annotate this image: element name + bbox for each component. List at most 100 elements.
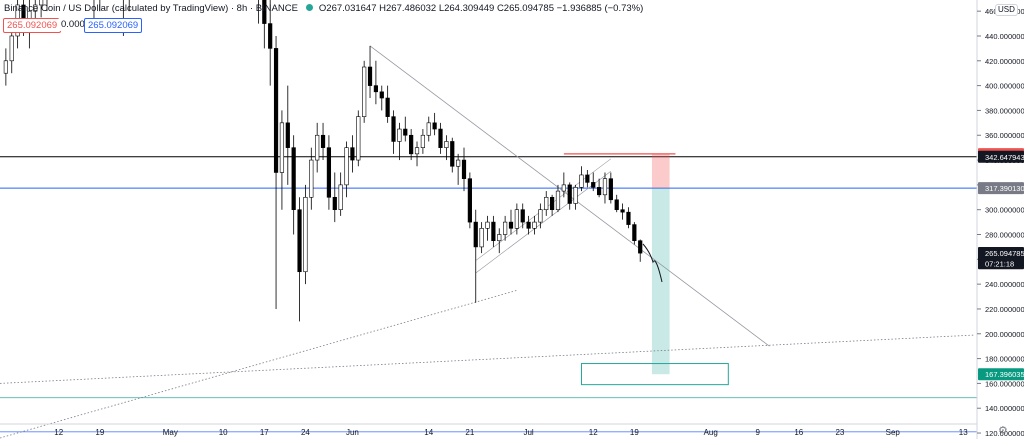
- candle-body: [585, 174, 590, 183]
- time-tick-label: 12: [54, 428, 63, 437]
- candle-body: [514, 209, 519, 229]
- time-tick-label: 9: [755, 428, 760, 437]
- sell-price-button[interactable]: 265.092069: [3, 18, 62, 33]
- time-tick-label: Aug: [704, 428, 718, 437]
- candle-body: [426, 122, 431, 136]
- time-tick-label: Jul: [523, 428, 533, 437]
- price-tick-label: 380.000000: [985, 106, 1024, 115]
- candle-body: [3, 60, 8, 74]
- price-label-text: 317.390130: [985, 184, 1024, 193]
- candle-body: [344, 147, 349, 186]
- stop-loss-zone[interactable]: [651, 154, 670, 189]
- price-axis-labels: 344.766944342.647943317.390130265.094785…: [978, 148, 1024, 381]
- candle-body: [638, 240, 643, 254]
- price-tick-label: 120.000000: [985, 429, 1024, 438]
- candle-body: [532, 221, 537, 229]
- time-tick-label: 14: [424, 428, 433, 437]
- candle-body: [450, 141, 455, 167]
- drawings-layer[interactable]: [0, 45, 977, 439]
- price-label-badge: [978, 182, 1024, 195]
- candle-body: [544, 196, 549, 210]
- candle-body: [409, 134, 414, 155]
- candle-body: [291, 147, 296, 210]
- candle-body: [596, 187, 602, 196]
- price-tick-label: 300.000000: [985, 206, 1024, 215]
- candles-layer: [3, 0, 643, 322]
- price-tick-label: 420.000000: [985, 57, 1024, 66]
- time-tick-label: 13: [959, 428, 968, 437]
- candle-body: [632, 224, 637, 242]
- time-tick-label: Sep: [886, 428, 901, 437]
- candle-body: [591, 182, 596, 188]
- candle-body: [567, 184, 572, 204]
- price-label-text: 342.647943: [985, 153, 1024, 162]
- candle-body: [391, 116, 396, 142]
- candle-body: [520, 209, 525, 223]
- candle-body: [303, 196, 308, 273]
- time-tick-label: 17: [260, 428, 269, 437]
- time-tick-label: 19: [630, 428, 639, 437]
- candle-body: [467, 178, 472, 223]
- time-tick-label: May: [163, 428, 178, 437]
- candle-body: [508, 221, 514, 229]
- candle-body: [338, 184, 343, 210]
- price-label-badge: [978, 368, 1024, 381]
- candle-body: [456, 159, 461, 167]
- buy-price-button[interactable]: 265.092069: [84, 18, 143, 33]
- time-tick-label: 24: [301, 428, 310, 437]
- candle-body: [620, 209, 625, 213]
- target-rectangle[interactable]: [580, 363, 729, 386]
- time-axis[interactable]: 12 19 May 10 17 24 Jun 14 21 Jul 12 19 Aug 9 16 23 Sep 13: [54, 428, 968, 437]
- time-tick-label: 23: [835, 428, 844, 437]
- time-tick-label: Jun: [346, 428, 359, 437]
- candle-body: [320, 134, 326, 148]
- time-tick-label: 16: [794, 428, 803, 437]
- candle-body: [626, 211, 631, 225]
- price-tick-label: 180.000000: [985, 355, 1024, 364]
- time-tick-label: 21: [465, 428, 474, 437]
- price-tick-label: 220.000000: [985, 305, 1024, 314]
- candle-body: [309, 159, 314, 198]
- price-tick-label: 400.000000: [985, 82, 1024, 91]
- price-label-badge: [978, 247, 1024, 260]
- candle-body: [444, 141, 449, 148]
- candle-body: [268, 23, 273, 49]
- chart-legend: Binance Coin / US Dollar (calculated by …: [4, 3, 643, 14]
- candle-body: [473, 221, 478, 248]
- candle-body: [561, 184, 566, 192]
- candle-body: [432, 122, 437, 130]
- profit-target-zone[interactable]: [651, 188, 670, 375]
- candle-body: [273, 48, 279, 173]
- candle-body: [297, 209, 302, 273]
- projected-path: [642, 243, 663, 283]
- price-label-text: 167.396035: [985, 370, 1024, 379]
- candle-body: [403, 128, 408, 136]
- candle-body: [350, 147, 355, 161]
- currency-selector[interactable]: USD: [995, 4, 1018, 16]
- symbol-title[interactable]: Binance Coin / US Dollar (calculated by …: [4, 3, 298, 14]
- time-tick-label: 12: [589, 428, 598, 437]
- candle-body: [608, 178, 613, 201]
- ohlc-values: O267.031647 H267.486032 L264.309449 C265…: [318, 3, 644, 14]
- candle-body: [538, 209, 543, 223]
- settings-gear-icon[interactable]: ⚙: [998, 425, 1008, 437]
- candle-body: [550, 196, 555, 210]
- time-tick-label: 10: [219, 428, 228, 437]
- price-tick-label: 360.000000: [985, 131, 1024, 140]
- channel-line[interactable]: [475, 170, 612, 274]
- market-status-icon: [305, 4, 313, 11]
- candle-body: [485, 221, 490, 229]
- candle-body: [262, 0, 267, 24]
- candle-body: [367, 66, 373, 86]
- candle-body: [555, 190, 561, 210]
- candle-body: [385, 97, 390, 117]
- candle-body: [356, 116, 361, 161]
- candle-body: [526, 221, 531, 229]
- price-tick-label: 440.000000: [985, 32, 1024, 41]
- candle-body: [373, 85, 379, 93]
- candle-body: [33, 4, 38, 12]
- projected-price-path: [642, 243, 663, 283]
- price-tick-label: 160.000000: [985, 379, 1024, 388]
